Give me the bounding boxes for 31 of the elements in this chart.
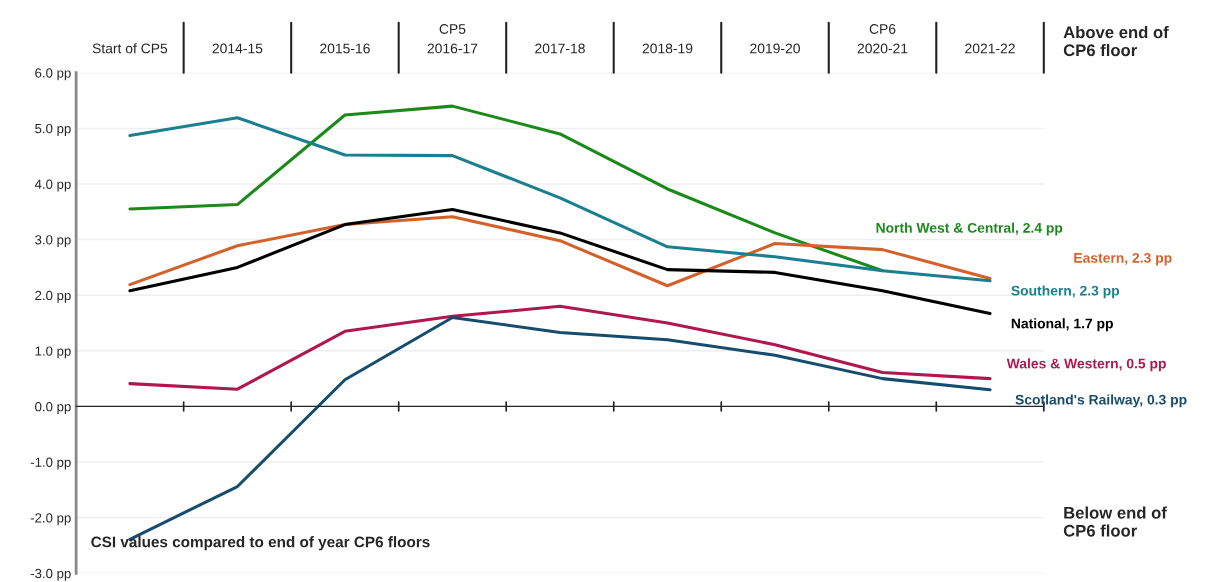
x-tick-label: 2020-21 <box>857 43 908 54</box>
x-tick-label: Start of CP5 <box>92 43 168 54</box>
series-label: Scotland's Railway, 0.3 pp <box>1015 394 1187 408</box>
x-tick-label: 2019-20 <box>750 43 800 54</box>
text: Eastern, 2.3 pp <box>1074 252 1172 266</box>
x-tick-label: 2021-22 <box>965 43 1015 54</box>
x-tick-label: 2016-17 <box>427 43 478 54</box>
y-tick-label: 1.0 pp <box>35 346 71 359</box>
y-tick-label: 4.0 pp <box>34 179 71 192</box>
text: Above end of CP6 floor <box>1063 25 1169 57</box>
y-tick-label: -1.0 pp <box>30 457 71 470</box>
text: CP6 <box>869 24 896 34</box>
y-tick-label: 0.0 pp <box>35 402 71 414</box>
x-tick-label: 2015-16 <box>320 43 370 54</box>
x-tick-label: 2014-15 <box>212 43 263 54</box>
series-label: National, 1.7 pp <box>1011 318 1113 332</box>
x-tick-label: 2018-19 <box>642 43 693 54</box>
y-tick-label: -3.0 pp <box>30 568 71 581</box>
series-label: Wales & Western, 0.5 pp <box>1006 358 1166 372</box>
text: Below end of CP6 floor <box>1063 506 1167 537</box>
series-label: Southern, 2.3 pp <box>1011 285 1120 299</box>
y-tick-label: 6.0 pp <box>35 68 71 81</box>
y-tick-label: -2.0 pp <box>30 513 71 526</box>
y-tick-label: 2.0 pp <box>35 290 71 303</box>
text: North West & Central, 2.4 pp <box>876 222 1063 236</box>
y-tick-label: 5.0 pp <box>35 123 71 136</box>
x-tick-label: 2017-18 <box>535 43 585 54</box>
annotation: CSI values compared to end of year CP6 floors <box>91 536 430 551</box>
text: CP5 <box>439 24 466 34</box>
y-tick-label: 3.0 pp <box>35 235 71 248</box>
line-series <box>128 304 992 391</box>
